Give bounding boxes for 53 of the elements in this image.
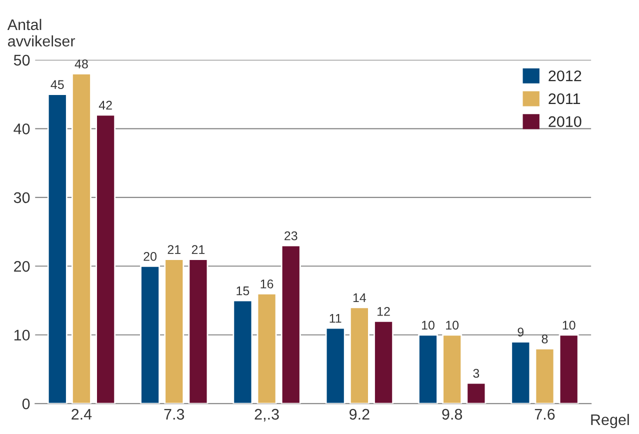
data-label: 3 (473, 368, 480, 378)
bar (72, 72, 92, 404)
data-label: 45 (50, 80, 64, 90)
data-label: 12 (378, 307, 390, 316)
x-tick-label: 7.6 (534, 408, 555, 420)
y-tick-label: 30 (14, 192, 30, 204)
x-axis-title: Regel (591, 414, 629, 428)
data-label: 10 (562, 320, 576, 330)
bar (164, 258, 184, 404)
data-label: 14 (353, 293, 366, 302)
bar (510, 341, 531, 404)
bar (349, 306, 370, 404)
x-tick-label: 9.8 (442, 408, 462, 420)
y-tick-label: 10 (14, 330, 30, 341)
legend-label: 2010 (548, 116, 582, 128)
legend-label: 2011 (548, 93, 580, 104)
data-label: 11 (330, 314, 342, 323)
data-label: 48 (74, 60, 88, 68)
bar (325, 327, 346, 404)
data-label: 23 (284, 231, 298, 240)
bar (442, 334, 462, 404)
bar (466, 382, 486, 404)
y-axis-title: Antal avvikelser (7, 18, 76, 47)
bar (140, 265, 160, 404)
y-tick-label: 20 (14, 260, 30, 272)
data-label: 21 (192, 245, 205, 254)
data-label: 42 (98, 100, 112, 110)
x-tick-label: 7.3 (164, 408, 184, 420)
bar (418, 334, 438, 404)
y-tick-label: 50 (14, 54, 30, 66)
data-label: 16 (260, 280, 274, 288)
data-label: 20 (144, 252, 156, 261)
data-label: 10 (422, 320, 434, 330)
x-tick-label: 2,.3 (254, 408, 279, 422)
legend-label: 2012 (548, 70, 582, 82)
bar (558, 334, 579, 404)
bar (256, 292, 277, 404)
x-tick-label: 9.2 (350, 408, 370, 420)
bar (280, 244, 301, 404)
bar (232, 300, 253, 404)
data-label: 10 (446, 320, 459, 330)
y-tick-label: 40 (14, 124, 30, 134)
data-label: 9 (518, 328, 524, 336)
data-label: 15 (236, 286, 250, 296)
bar (188, 258, 208, 404)
bar (47, 94, 68, 404)
bar (96, 114, 116, 404)
bar (374, 320, 394, 404)
data-label: 8 (542, 334, 548, 344)
data-label: 21 (168, 245, 180, 254)
y-tick-label: 0 (22, 398, 30, 410)
x-tick-label: 2.4 (72, 408, 92, 420)
bar (534, 348, 555, 404)
